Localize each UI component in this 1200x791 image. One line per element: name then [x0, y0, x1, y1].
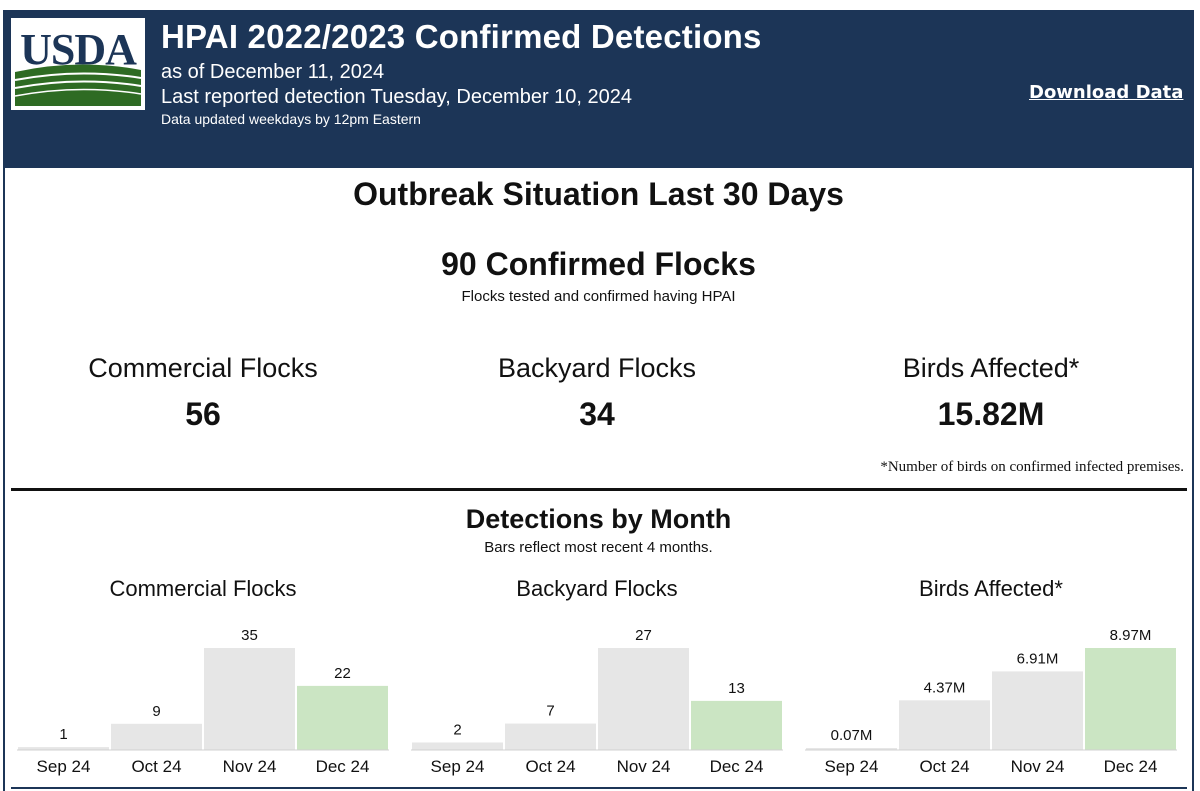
commercial-tick-label-0: Sep 24 [37, 757, 91, 776]
commercial-value-label-3: 22 [334, 665, 351, 682]
birds-value-label-1: 4.37M [924, 679, 966, 696]
birds-bar-3 [1085, 648, 1176, 750]
confirmed-flocks-subtitle: Flocks tested and confirmed having HPAI [461, 288, 736, 305]
page-title: HPAI 2022/2023 Confirmed Detections [161, 18, 762, 55]
birds-tick-label-2: Nov 24 [1011, 757, 1065, 776]
backyard-bar-2 [598, 648, 689, 750]
header-bar: USDA HPAI 2022/2023 Confirmed Detections… [5, 10, 1192, 168]
backyard-tick-label-3: Dec 24 [710, 757, 764, 776]
backyard-flocks-bar-chart: 2 Sep 24 7 Oct 24 27 Nov 24 13 Dec 24 [411, 627, 783, 776]
birds-bar-2 [992, 671, 1083, 750]
backyard-value-label-3: 13 [728, 680, 745, 697]
update-note: Data updated weekdays by 12pm Eastern [161, 111, 421, 127]
commercial-tick-label-3: Dec 24 [316, 757, 370, 776]
outbreak-title: Outbreak Situation Last 30 Days [353, 176, 844, 212]
backyard-value-label-2: 27 [635, 627, 652, 644]
detections-by-month-title: Detections by Month [465, 504, 732, 534]
commercial-tick-label-2: Nov 24 [223, 757, 277, 776]
birds-affected-bar-chart: 0.07M Sep 24 4.37M Oct 24 6.91M Nov 24 8.97M De… [805, 627, 1177, 776]
backyard-flocks-value: 34 [579, 396, 615, 432]
detections-by-month-subtitle: Bars reflect most recent 4 months. [484, 539, 713, 556]
commercial-chart-title: Commercial Flocks [109, 576, 297, 601]
birds-bar-1 [899, 700, 990, 750]
birds-value-label-0: 0.07M [831, 727, 873, 744]
last-detection: Last reported detection Tuesday, Decembe… [161, 86, 633, 108]
backyard-tick-label-2: Nov 24 [617, 757, 671, 776]
birds-tick-label-3: Dec 24 [1104, 757, 1158, 776]
backyard-bar-0 [412, 742, 503, 750]
download-data-link[interactable]: Download Data [1029, 82, 1184, 103]
backyard-tick-label-1: Oct 24 [525, 757, 575, 776]
birds-bar-0 [806, 748, 897, 750]
as-of-date: as of December 11, 2024 [161, 61, 385, 83]
backyard-tick-label-0: Sep 24 [431, 757, 485, 776]
commercial-flocks-label: Commercial Flocks [88, 353, 318, 383]
commercial-bar-2 [204, 648, 295, 750]
commercial-flocks-bar-chart: 1 Sep 24 9 Oct 24 35 Nov 24 22 Dec 24 [17, 627, 389, 776]
birds-affected-label: Birds Affected* [902, 353, 1080, 383]
backyard-bar-1 [505, 723, 596, 750]
backyard-chart-title: Backyard Flocks [516, 576, 678, 601]
dashboard-frame: USDA HPAI 2022/2023 Confirmed Detections… [3, 10, 1194, 791]
usda-logo: USDA [11, 18, 145, 110]
confirmed-flocks-total: 90 Confirmed Flocks [441, 246, 756, 282]
backyard-value-label-1: 7 [546, 703, 554, 720]
birds-chart-title: Birds Affected* [919, 576, 1063, 601]
birds-value-label-2: 6.91M [1017, 650, 1059, 667]
commercial-value-label-1: 9 [152, 703, 160, 720]
commercial-value-label-0: 1 [59, 726, 67, 743]
commercial-bar-1 [111, 723, 202, 750]
birds-footnote: *Number of birds on confirmed infected p… [880, 459, 1184, 475]
backyard-value-label-0: 2 [453, 721, 461, 738]
birds-tick-label-1: Oct 24 [919, 757, 969, 776]
commercial-bar-0 [18, 747, 109, 750]
commercial-flocks-value: 56 [185, 396, 221, 432]
birds-affected-value: 15.82M [937, 396, 1045, 432]
birds-value-label-3: 8.97M [1110, 627, 1152, 644]
section-divider [11, 488, 1187, 491]
commercial-bar-3 [297, 685, 388, 750]
commercial-tick-label-1: Oct 24 [131, 757, 181, 776]
commercial-value-label-2: 35 [241, 627, 258, 644]
birds-tick-label-0: Sep 24 [825, 757, 879, 776]
backyard-flocks-label: Backyard Flocks [497, 353, 697, 383]
backyard-bar-3 [691, 700, 782, 750]
bottom-divider [11, 787, 1187, 789]
